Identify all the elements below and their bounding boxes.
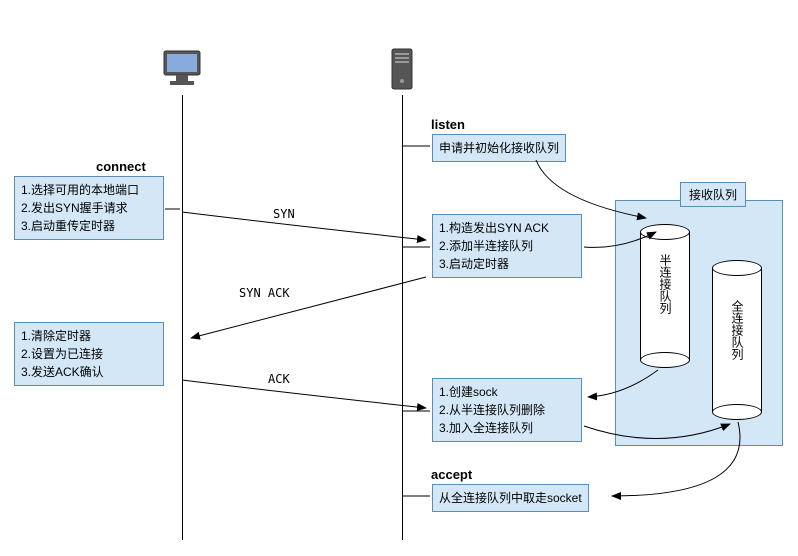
full-queue-cylinder: 全连接队列 [712,260,762,420]
listen-label: listen [431,117,465,132]
listen-box: 申请并初始化接收队列 [432,134,566,162]
client-ack-text: 1.清除定时器 2.设置为已连接 3.发送ACK确认 [21,329,104,379]
client-connect-text: 1.选择可用的本地端口 2.发出SYN握手请求 3.启动重传定时器 [21,183,139,233]
client-ack-box: 1.清除定时器 2.设置为已连接 3.发送ACK确认 [14,322,164,386]
full-queue-label: 全连接队列 [729,300,746,360]
queue-title: 接收队列 [680,182,746,207]
accept-box: 从全连接队列中取走socket [432,484,589,512]
server-icon [378,45,426,93]
ack-msg-label: ACK [268,372,290,386]
syn-msg-label: SYN [273,207,295,221]
client-connect-box: 1.选择可用的本地端口 2.发出SYN握手请求 3.启动重传定时器 [14,176,164,240]
half-queue-cylinder: 半连接队列 [640,224,690,368]
server-synack-text: 1.构造发出SYN ACK 2.添加半连接队列 3.启动定时器 [439,221,549,271]
server-ack-text: 1.创建sock 2.从半连接队列删除 3.加入全连接队列 [439,385,545,435]
accept-label: accept [431,467,472,482]
listen-box-text: 申请并初始化接收队列 [439,141,559,155]
half-queue-label: 半连接队列 [657,254,674,314]
server-synack-box: 1.构造发出SYN ACK 2.添加半连接队列 3.启动定时器 [432,214,582,278]
accept-box-text: 从全连接队列中取走socket [439,491,582,505]
client-icon [158,45,206,93]
server-lifeline [402,95,403,540]
server-ack-box: 1.创建sock 2.从半连接队列删除 3.加入全连接队列 [432,378,582,442]
connect-label: connect [96,159,146,174]
synack-msg-label: SYN ACK [239,286,290,300]
client-lifeline [182,95,183,540]
